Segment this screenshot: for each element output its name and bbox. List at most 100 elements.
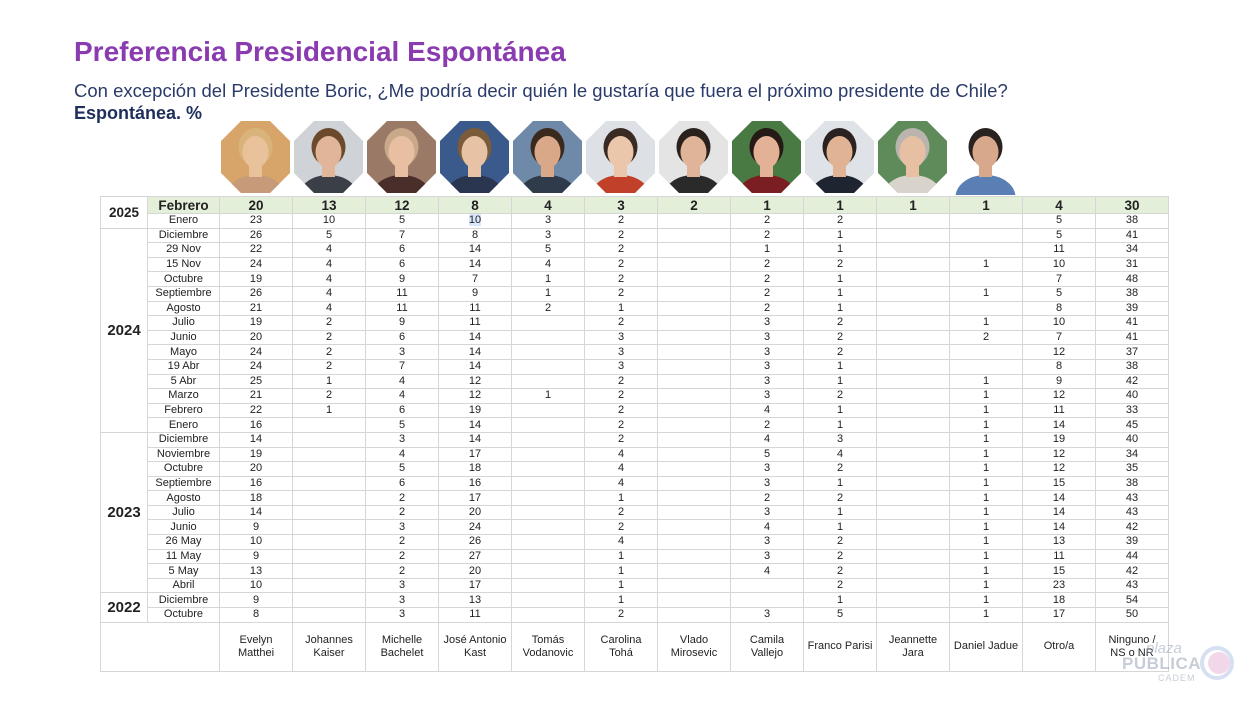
month-label: Noviembre [147,446,220,463]
value-cell [657,285,731,302]
value-cell: 2 [292,388,366,404]
value-cell: 19 [219,271,293,287]
value-cell: 9 [219,519,293,536]
candidate-name-line: José Antonio [443,633,507,646]
value-cell: 1 [949,446,1023,463]
value-cell: 3 [803,431,877,448]
table-row: Marzo 21 2 4 12 1 2 3 2 1 12 40 [101,388,1169,404]
value-cell: 18 [219,490,293,506]
value-cell: 4 [292,271,366,287]
value-cell [876,534,950,550]
month-label: Junio [147,329,220,346]
value-cell: 3 [730,461,804,477]
value-cell: 3 [365,519,439,536]
value-cell: 24 [219,256,293,273]
value-cell [949,344,1023,360]
value-cell: 4 [511,196,585,214]
value-cell: 2 [803,563,877,579]
value-cell: 9 [219,592,293,609]
candidate-photo [438,119,511,195]
value-cell: 12 [365,196,439,214]
value-cell [876,344,950,360]
value-cell: 10 [1022,315,1096,331]
value-cell: 2 [730,271,804,287]
value-cell: 2 [803,256,877,273]
month-label: Febrero [147,402,220,419]
value-cell [511,431,585,448]
value-cell [876,256,950,273]
value-cell: 45 [1095,417,1169,433]
value-cell: 14 [438,329,512,346]
value-cell [657,490,731,506]
value-cell: 41 [1095,315,1169,331]
value-cell: 2 [657,196,731,214]
value-cell: 22 [219,242,293,258]
value-cell: 3 [730,548,804,565]
value-cell: 4 [292,300,366,317]
value-cell: 1 [803,402,877,419]
value-cell: 2 [730,227,804,244]
value-cell: 2 [292,315,366,331]
value-cell: 11 [365,285,439,302]
candidate-name: Johannes Kaiser [292,621,366,672]
value-cell [511,315,585,331]
value-cell: 8 [438,227,512,244]
table-row: Julio 19 2 9 11 2 3 2 1 10 41 [101,315,1169,331]
value-cell: 2 [365,534,439,550]
value-cell: 5 [803,607,877,623]
value-cell: 4 [730,431,804,448]
value-cell [657,242,731,258]
value-cell [657,431,731,448]
value-cell: 11 [438,315,512,331]
value-cell: 2 [292,358,366,375]
value-cell: 4 [730,402,804,419]
value-cell: 54 [1095,592,1169,609]
value-cell: 18 [438,461,512,477]
value-cell: 3 [365,607,439,623]
value-cell: 43 [1095,577,1169,594]
value-cell: 6 [365,256,439,273]
value-cell [292,607,366,623]
candidate-name-line: Michelle [381,633,423,646]
value-cell: 1 [803,227,877,244]
year-label: 2023 [100,431,148,594]
value-cell: 38 [1095,213,1169,229]
question-type: Espontánea. % [74,103,203,123]
value-cell: 1 [949,402,1023,419]
value-cell: 2 [803,548,877,565]
value-cell [511,548,585,565]
value-cell [292,431,366,448]
value-cell: 1 [292,402,366,419]
value-cell [511,519,585,536]
year-label: 2024 [100,227,148,433]
value-cell [657,607,731,623]
value-cell: 3 [511,213,585,229]
value-cell: 5 [1022,227,1096,244]
value-cell [657,344,731,360]
value-cell: 5 [292,227,366,244]
value-cell [876,213,950,229]
value-cell [657,300,731,317]
value-cell: 2 [365,548,439,565]
value-cell: 16 [219,475,293,492]
value-cell [511,475,585,492]
value-cell [730,577,804,594]
value-cell: 21 [219,300,293,317]
value-cell: 48 [1095,271,1169,287]
value-cell: 1 [949,607,1023,623]
value-cell: 14 [438,417,512,433]
value-cell: 2 [803,490,877,506]
candidate-name-line: Jara [902,646,924,659]
value-cell: 18 [1022,592,1096,609]
value-cell [657,402,731,419]
value-cell [876,446,950,463]
month-label: 5 May [147,563,220,579]
candidate-names-row: Evelyn Matthei Johannes Kaiser Michelle Bache… [100,621,1169,672]
candidate-photo [803,119,876,195]
value-cell: 2 [584,388,658,404]
value-cell: 3 [730,329,804,346]
value-cell: 1 [584,563,658,579]
value-cell [876,563,950,579]
table-row: Febrero 22 1 6 19 2 4 1 1 11 33 [101,402,1169,419]
value-cell: 1 [584,490,658,506]
